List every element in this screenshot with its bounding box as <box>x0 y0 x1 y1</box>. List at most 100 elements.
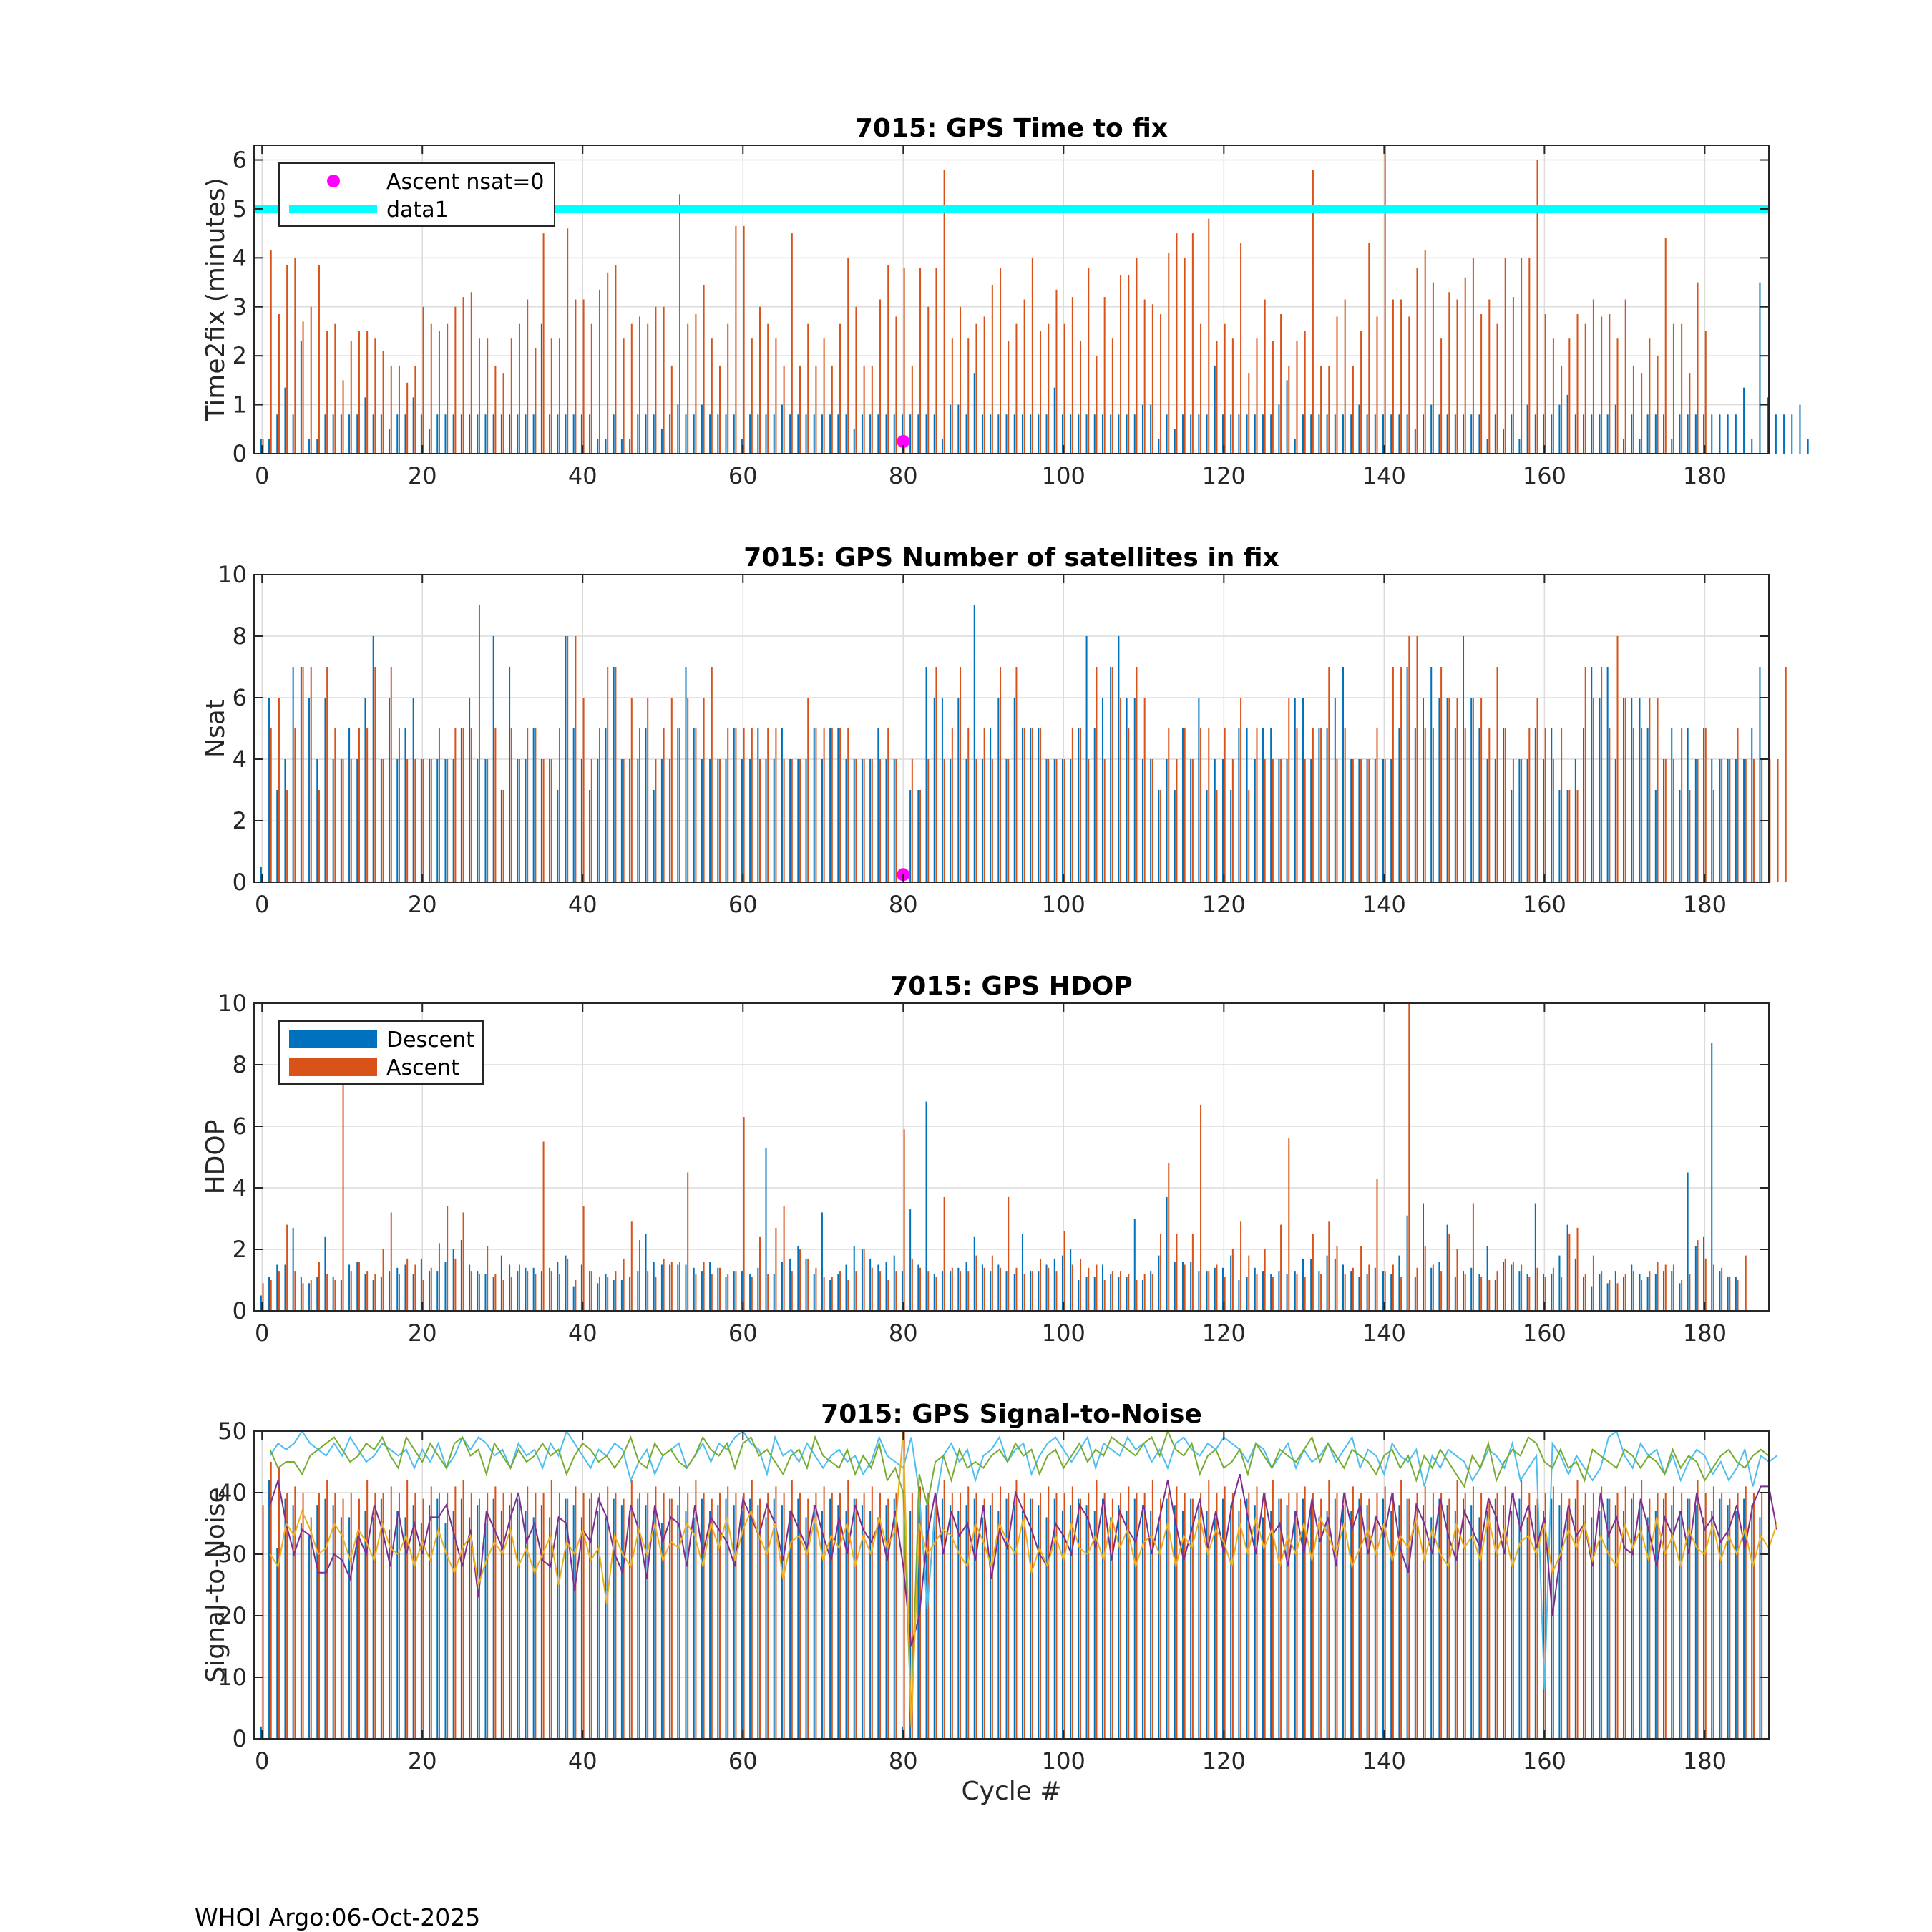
bar-descent <box>1038 1271 1040 1311</box>
bar-descent <box>1494 1498 1496 1739</box>
bar-descent <box>597 1283 599 1311</box>
bar-ascent <box>1088 268 1090 454</box>
bar-descent <box>1614 1271 1616 1311</box>
bar-descent <box>565 1498 567 1739</box>
bar-descent <box>1486 759 1488 882</box>
bar-ascent <box>831 1277 833 1311</box>
bar-descent <box>1053 387 1055 454</box>
bar-ascent <box>815 1493 817 1739</box>
bar-descent <box>1398 728 1400 882</box>
bar-descent <box>348 728 351 882</box>
bar-ascent <box>1224 1486 1226 1739</box>
chart-title: 7015: GPS Number of satellites in fix <box>743 543 1279 572</box>
bar-descent <box>1719 1498 1721 1739</box>
bar-descent <box>1085 1277 1088 1311</box>
bar-descent <box>1727 1277 1729 1311</box>
bar-descent <box>484 759 487 882</box>
bar-descent <box>757 414 759 454</box>
bar-descent <box>1503 728 1505 882</box>
bar-ascent <box>582 1206 585 1311</box>
bar-descent <box>1703 1236 1705 1311</box>
bar-ascent <box>1368 1498 1370 1739</box>
bar-ascent <box>670 1498 673 1739</box>
bar-descent <box>1759 667 1761 882</box>
bar-ascent <box>1432 282 1434 454</box>
bar-descent <box>709 414 711 454</box>
bar-ascent <box>1160 1498 1162 1739</box>
bar-ascent <box>1681 1493 1683 1739</box>
bar-ascent <box>414 759 416 882</box>
bar-descent <box>613 1498 615 1739</box>
bar-descent <box>693 1517 695 1739</box>
bar-ascent <box>1360 331 1362 454</box>
bar-descent <box>781 1262 783 1311</box>
y-axis-label: Signal-to-Noise <box>201 1487 230 1682</box>
bar-descent <box>1639 1505 1641 1739</box>
bar-descent <box>1654 1274 1657 1311</box>
legend-label: Ascent <box>386 1055 459 1080</box>
bar-ascent <box>1536 1498 1538 1739</box>
bar-descent <box>1663 414 1665 454</box>
bar-descent <box>492 1277 494 1311</box>
bar-ascent <box>294 1271 296 1311</box>
bar-ascent <box>1632 728 1634 882</box>
bar-descent <box>420 1258 422 1311</box>
bar-ascent <box>718 1493 721 1739</box>
bar-ascent <box>374 667 376 882</box>
bar-ascent <box>342 759 344 882</box>
bar-descent <box>364 698 366 882</box>
bar-ascent <box>1015 1480 1018 1739</box>
bar-ascent <box>270 1462 272 1739</box>
bar-ascent <box>390 667 392 882</box>
bar-descent <box>1310 759 1312 882</box>
bar-descent <box>1093 728 1096 882</box>
bar-ascent <box>1729 759 1731 882</box>
bar-descent <box>1646 1517 1649 1739</box>
bar-descent <box>797 759 799 882</box>
bar-ascent <box>743 1117 745 1311</box>
bar-ascent <box>462 297 464 454</box>
bar-ascent <box>262 1283 264 1311</box>
x-tick-label: 180 <box>1683 1747 1727 1775</box>
bar-ascent <box>1103 759 1106 882</box>
bar-ascent <box>903 1431 905 1739</box>
bar-ascent <box>911 365 913 454</box>
bar-ascent <box>839 1271 841 1311</box>
bar-ascent <box>1200 1493 1202 1739</box>
bar-ascent <box>1609 1498 1611 1739</box>
bar-ascent <box>1440 1271 1443 1311</box>
bar-ascent <box>927 1271 930 1311</box>
bar-ascent <box>951 1267 953 1311</box>
bar-descent <box>1646 1277 1649 1311</box>
bar-ascent <box>310 306 312 454</box>
bar-descent <box>1110 1517 1112 1739</box>
bar-descent <box>429 429 431 454</box>
bar-descent <box>1646 728 1649 882</box>
bar-descent <box>1166 1498 1168 1739</box>
bar-ascent <box>1528 728 1531 882</box>
bar-ascent <box>487 1246 489 1311</box>
bar-ascent <box>960 667 962 882</box>
bar-ascent <box>1344 1274 1346 1311</box>
bar-ascent <box>1681 728 1683 882</box>
bar-ascent <box>1000 268 1002 454</box>
bar-descent <box>372 414 374 454</box>
bar-descent <box>885 414 887 454</box>
bar-ascent <box>1664 759 1667 882</box>
bar-descent <box>1534 1505 1536 1739</box>
bar-descent <box>1566 790 1568 882</box>
bar-descent <box>549 414 551 454</box>
bar-ascent <box>695 314 697 454</box>
bar-descent <box>1703 1517 1705 1739</box>
bar-descent <box>1262 414 1264 454</box>
bar-descent <box>1254 1505 1256 1739</box>
bar-ascent <box>1088 1267 1090 1311</box>
bar-ascent <box>678 728 681 882</box>
bar-ascent <box>1015 667 1018 882</box>
x-tick-label: 120 <box>1202 891 1246 918</box>
bar-descent <box>477 1505 479 1739</box>
bar-ascent <box>1472 698 1474 882</box>
bar-descent <box>284 387 286 454</box>
bar-descent <box>1599 1511 1601 1739</box>
bar-descent <box>1374 1517 1376 1739</box>
